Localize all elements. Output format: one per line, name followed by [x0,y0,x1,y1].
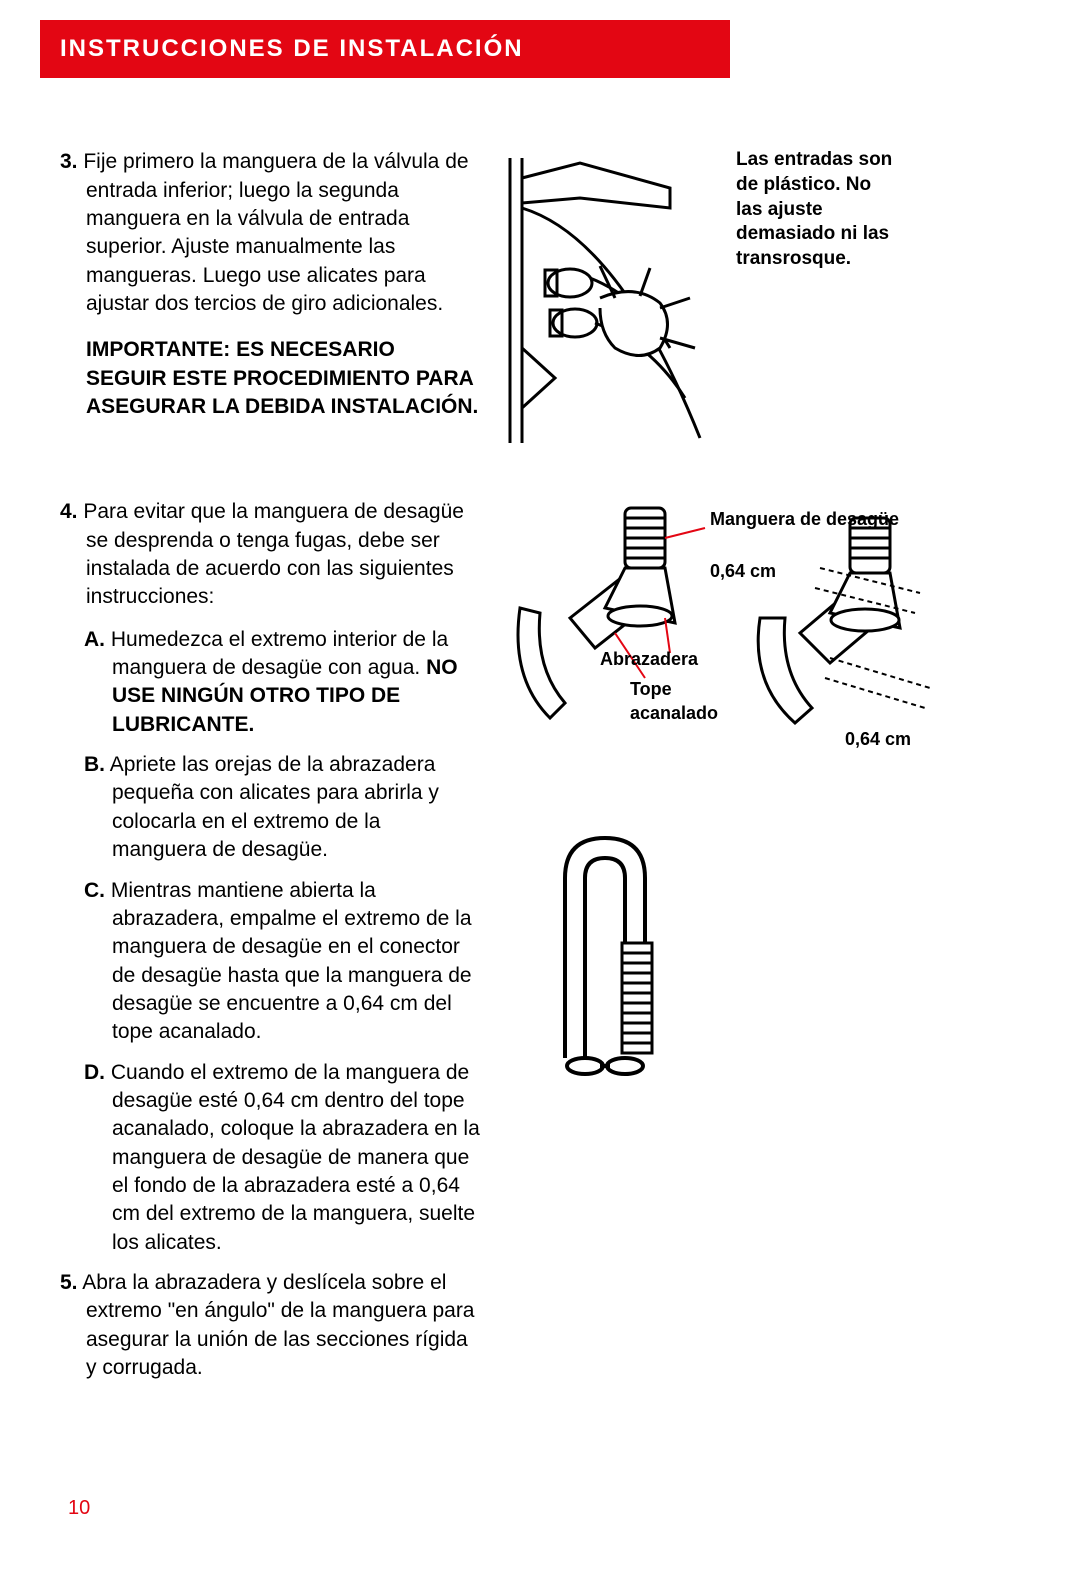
step-3-row: 3. Fije primero la manguera de la válvul… [60,148,1040,448]
step-4A-letter: A. [84,628,105,651]
step-3-illus-col: Las entradas son de plástico. No las aju… [500,148,1040,448]
page-content: 3. Fije primero la manguera de la válvul… [0,78,1080,1402]
step-4-sublist: A. Humedezca el extremo interior de la m… [60,626,480,1257]
header-title: INSTRUCCIONES DE INSTALACIÓN [60,35,524,62]
label-dim2: 0,64 cm [845,728,911,751]
step-3-block: 3. Fije primero la manguera de la válvul… [60,148,480,318]
step-4B: B. Apriete las orejas de la abrazadera p… [60,751,480,864]
step-4C-text: Mientras mantiene abierta la abrazadera,… [111,879,472,1044]
label-tope: Tope acanalado [630,678,740,725]
step-4C: C. Mientras mantiene abierta la abrazade… [60,877,480,1047]
step-4-text: Para evitar que la manguera de desagüe s… [83,500,464,608]
step-4D-letter: D. [84,1061,105,1084]
step-4-illus-col: Manguera de desagüe 0,64 cm Abrazadera T… [500,498,1040,1382]
step-4D: D. Cuando el extremo de la manguera de d… [60,1059,480,1257]
step-3-illustration [500,148,720,448]
step-4D-text: Cuando el extremo de la manguera de desa… [111,1061,480,1254]
step-4A: A. Humedezca el extremo interior de la m… [60,626,480,739]
step-4-row: 4. Para evitar que la manguera de desagü… [60,498,1040,1382]
page-number: 10 [68,1495,90,1522]
step-3-text-col: 3. Fije primero la manguera de la válvul… [60,148,480,448]
step-4B-letter: B. [84,753,105,776]
step-4B-text: Apriete las orejas de la abrazadera pequ… [110,753,439,861]
step-3-number: 3. [60,150,78,173]
label-manguera: Manguera de desagüe [710,508,899,531]
label-dim1: 0,64 cm [710,560,776,583]
step-3-important: IMPORTANTE: ES NECESARIO SEGUIR ESTE PRO… [60,336,480,421]
step-4A-pre: Humedezca el extremo interior de la mang… [111,628,448,679]
step-5-illustration [530,818,680,1078]
step-4-text-col: 4. Para evitar que la manguera de desagü… [60,498,480,1382]
step-3-caption: Las entradas son de plástico. No las aju… [730,148,900,271]
step-3-text: Fije primero la manguera de la válvula d… [83,150,468,315]
header-bar: INSTRUCCIONES DE INSTALACIÓN [40,20,730,78]
step-5-number: 5. [60,1271,78,1294]
step-4C-letter: C. [84,879,105,902]
label-abrazadera: Abrazadera [600,648,698,671]
step-4-block: 4. Para evitar que la manguera de desagü… [60,498,480,611]
step-5-text: Abra la abrazadera y deslícela sobre el … [82,1271,474,1379]
step-4-number: 4. [60,500,78,523]
step-5-block: 5. Abra la abrazadera y deslícela sobre … [60,1269,480,1382]
step-4-diagram-wrap: Manguera de desagüe 0,64 cm Abrazadera T… [500,498,940,758]
